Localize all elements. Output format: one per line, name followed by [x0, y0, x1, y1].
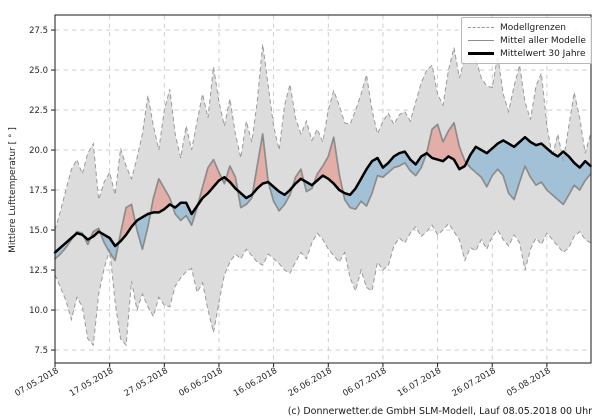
model-mean-line-sample: [468, 40, 494, 41]
y-tick-label: 22.5: [29, 106, 48, 116]
legend-item-modellgrenzen: Modellgrenzen: [468, 21, 585, 34]
climate-mean-line-sample: [468, 52, 494, 55]
y-tick-label: 10.0: [29, 306, 48, 316]
y-tick-label: 17.5: [29, 186, 48, 196]
x-tick-label: 07.05.2018: [13, 366, 60, 399]
copyright-caption: (c) Donnerwetter.de GmbH SLM-Modell, Lau…: [287, 406, 592, 417]
x-tick-label: 05.08.2018: [505, 366, 552, 399]
y-tick-label: 12.5: [29, 266, 48, 276]
x-tick-label: 06.06.2018: [177, 366, 224, 399]
y-tick-label: 7.5: [34, 346, 48, 356]
y-tick-label: 20.0: [29, 146, 48, 156]
dashed-bounds-line-sample: [468, 27, 494, 28]
y-tick-label: 25.0: [29, 66, 48, 76]
y-axis-label: Mittlere Lufttemperatur [ ° ]: [8, 127, 18, 253]
legend-item-mittelwert-30-jahre: Mittelwert 30 Jahre: [468, 47, 586, 60]
chart-legend: Modellgrenzen Mittel aller Modelle Mitte…: [461, 17, 592, 64]
legend-label: Mittelwert 30 Jahre: [500, 48, 586, 59]
x-tick-label: 27.05.2018: [123, 366, 170, 399]
x-tick-label: 16.06.2018: [232, 366, 279, 399]
legend-item-mittel-aller-modelle: Mittel aller Modelle: [468, 34, 586, 47]
x-tick-label: 06.07.2018: [341, 366, 388, 399]
x-tick-label: 26.06.2018: [287, 366, 334, 399]
x-tick-label: 17.05.2018: [68, 366, 115, 399]
x-tick-label: 26.07.2018: [451, 366, 498, 399]
y-tick-label: 15.0: [29, 226, 48, 236]
x-tick-label: 16.07.2018: [396, 366, 443, 399]
y-tick-label: 27.5: [29, 26, 48, 36]
legend-label: Modellgrenzen: [500, 22, 566, 33]
legend-label: Mittel aller Modelle: [500, 35, 586, 46]
